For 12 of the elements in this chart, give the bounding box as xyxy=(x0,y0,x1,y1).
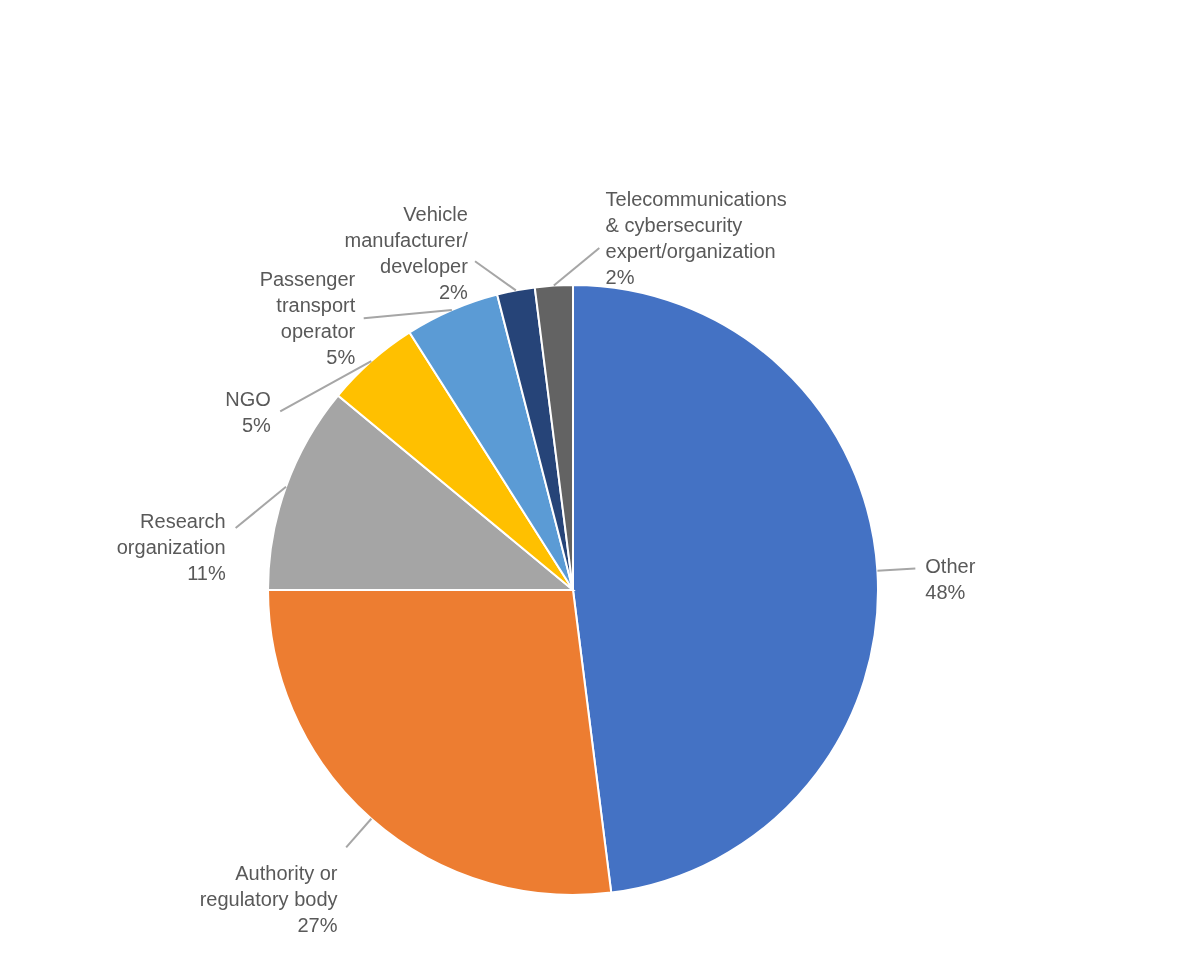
slice-label: Authority or regulatory body xyxy=(199,861,338,910)
data-label: 2% xyxy=(605,266,635,289)
slice-label: Telecommunications & cybersecurity expert/organization xyxy=(605,188,787,263)
data-label: 5% xyxy=(241,413,272,436)
slice-label: Research organization xyxy=(116,509,226,558)
data-label: 2% xyxy=(438,281,469,304)
slice-label: NGO xyxy=(225,387,271,410)
slice-label: Other xyxy=(925,555,976,578)
data-label: 27% xyxy=(297,913,338,936)
data-label: 5% xyxy=(326,346,356,369)
data-label: 11% xyxy=(187,561,226,584)
data-label: 48% xyxy=(925,581,966,604)
